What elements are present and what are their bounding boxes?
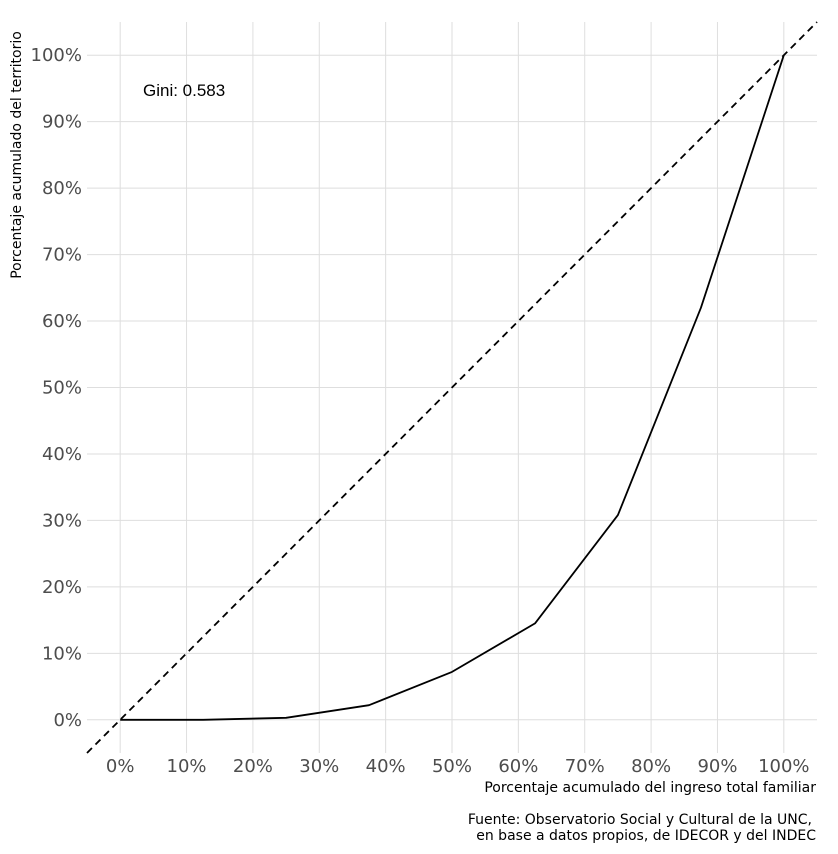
x-tick-label: 30%: [299, 756, 339, 777]
y-tick-label: 0%: [53, 710, 82, 731]
y-tick-label: 10%: [42, 643, 82, 664]
lorenz-curve: [120, 54, 785, 721]
x-tick-labels: 0% 10% 20% 30% 40% 50% 60% 70% 80% 90% 100%: [106, 756, 810, 777]
y-tick-label: 60%: [42, 311, 82, 332]
gini-annotation: Gini: 0.583: [143, 81, 225, 100]
series-lines: [86, 21, 818, 754]
caption-line-2: en base a datos propios, de IDECOR y del…: [476, 828, 816, 844]
x-axis-title: Porcentaje acumulado del ingreso total f…: [484, 780, 816, 796]
y-tick-label: 100%: [31, 45, 82, 66]
x-tick-label: 40%: [366, 756, 406, 777]
x-tick-label: 0%: [106, 756, 135, 777]
y-tick-label: 40%: [42, 444, 82, 465]
caption-line-1: Fuente: Observatorio Social y Cultural d…: [468, 812, 812, 828]
y-tick-label: 80%: [42, 178, 82, 199]
equality-line: [86, 21, 818, 754]
x-tick-label: 70%: [565, 756, 605, 777]
y-tick-label: 70%: [42, 245, 82, 266]
y-tick-labels: 0% 10% 20% 30% 40% 50% 60% 70% 80% 90% 100%: [31, 45, 82, 731]
y-tick-label: 50%: [42, 378, 82, 399]
x-tick-label: 80%: [631, 756, 671, 777]
x-tick-label: 90%: [697, 756, 737, 777]
x-tick-label: 60%: [498, 756, 538, 777]
x-tick-label: 10%: [167, 756, 207, 777]
y-tick-label: 30%: [42, 510, 82, 531]
y-tick-label: 20%: [42, 577, 82, 598]
x-tick-label: 50%: [432, 756, 472, 777]
x-tick-label: 20%: [233, 756, 273, 777]
x-tick-label: 100%: [758, 756, 809, 777]
y-tick-label: 90%: [42, 112, 82, 133]
y-axis-title: Porcentaje acumulado del territorio: [9, 31, 25, 279]
